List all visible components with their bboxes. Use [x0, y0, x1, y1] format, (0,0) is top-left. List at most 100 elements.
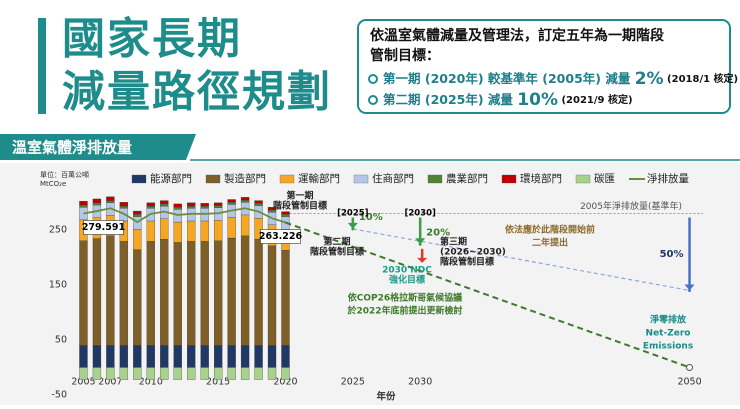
- bar-segment: [173, 367, 182, 380]
- bar-segment: [187, 202, 196, 207]
- bar-segment: [133, 229, 142, 250]
- annotation: 依法應於此階段開始前: [505, 224, 595, 236]
- value-label: 263.226: [259, 231, 303, 242]
- annotation: 階段管制目標: [273, 200, 327, 212]
- bar-segment: [133, 345, 142, 368]
- bar-segment: [92, 345, 102, 368]
- bar-segment: [119, 241, 129, 346]
- bar-segment: [119, 202, 129, 207]
- bar-segment: [160, 203, 169, 207]
- bar-segment: [227, 199, 236, 203]
- bar-segment: [173, 242, 182, 346]
- item-text: 第一期 (2020年) 較基準年 (2005年) 減量: [383, 71, 635, 86]
- bar-segment: [240, 199, 250, 203]
- bar-segment: [281, 211, 290, 215]
- bar-segment: [119, 367, 129, 380]
- target-point: [418, 242, 422, 246]
- bar-segment: [227, 367, 236, 380]
- bar-segment: [146, 202, 155, 207]
- legend-label: 能源部門: [150, 172, 192, 185]
- target-point: [351, 227, 355, 231]
- legend-label: 碳匯: [594, 172, 615, 185]
- bar-segment: [227, 202, 236, 205]
- bar-segment: [92, 202, 102, 206]
- bar-segment: [146, 367, 155, 380]
- target-year: [2025]: [337, 209, 369, 219]
- bullet: [368, 74, 378, 84]
- legend-swatch: [575, 174, 591, 184]
- target-arrowhead: [415, 238, 426, 245]
- bar-segment: [119, 205, 129, 209]
- box-item: 第一期 (2020年) 較基準年 (2005年) 減量 2% (2018/1 核…: [383, 69, 738, 89]
- target-label: 20%: [426, 227, 450, 238]
- x-tick-label: 2007: [98, 377, 122, 388]
- bar-segment: [146, 220, 155, 242]
- bar-segment: [79, 345, 88, 368]
- item-approved: (2021/9 核定): [558, 93, 633, 106]
- annotation: 二年提出: [532, 237, 568, 249]
- legend-label: 運輸部門: [298, 172, 340, 185]
- unit-label: MtCO₂e: [40, 180, 66, 188]
- bar-segment: [213, 345, 223, 368]
- target-arrowhead: [347, 222, 358, 229]
- x-tick-label: 2005: [71, 377, 95, 388]
- annotation: 依COP26格拉斯哥氣候協議: [348, 292, 462, 304]
- box-intro: 管制目標：: [370, 47, 440, 64]
- section-band: [0, 134, 196, 160]
- target-label: 50%: [660, 249, 684, 260]
- annotation: 強化目標: [389, 274, 425, 286]
- bar-segment: [281, 214, 290, 217]
- x-tick-label: 2020: [273, 377, 297, 388]
- legend-swatch: [427, 174, 443, 184]
- bar-segment: [254, 238, 263, 346]
- bar-segment: [281, 345, 290, 368]
- bar-segment: [79, 367, 88, 380]
- section-title: 溫室氣體淨排放量: [12, 139, 132, 157]
- item-text: 第二期 (2025年) 減量: [383, 92, 517, 107]
- net-zero-point: [686, 363, 694, 371]
- x-tick-label: 2010: [139, 377, 163, 388]
- annotation: 階段管制目標: [440, 256, 494, 268]
- item-target: 2%: [635, 69, 664, 89]
- annotation: 第三期: [440, 236, 467, 248]
- bar-segment: [92, 238, 102, 346]
- bar-segment: [267, 367, 277, 380]
- annotation: 2030 NDC: [382, 266, 432, 276]
- bar-segment: [79, 240, 88, 346]
- bar-segment: [200, 367, 209, 380]
- bar-segment: [119, 345, 129, 368]
- ndc-arrowhead: [417, 257, 428, 263]
- bar-segment: [213, 202, 223, 206]
- bullet: [368, 95, 378, 105]
- bar-segment: [160, 218, 169, 240]
- legend-label: 製造部門: [224, 172, 266, 185]
- bar-segment: [106, 367, 115, 380]
- value-label: 279.591: [82, 222, 125, 233]
- target-year: [2030]: [404, 209, 436, 219]
- bar-segment: [254, 203, 263, 206]
- bar-segment: [160, 200, 169, 205]
- legend-label: 環境部門: [520, 172, 562, 185]
- bar-segment: [254, 367, 263, 380]
- bar-segment: [187, 205, 196, 209]
- bar-segment: [106, 235, 115, 346]
- bar-segment: [173, 345, 182, 368]
- x-axis-title: 年份: [376, 391, 396, 403]
- baseline-label: 2005年淨排放量(基準年): [580, 200, 682, 212]
- annotation: 第一期: [286, 190, 313, 202]
- bar-segment: [240, 235, 250, 346]
- net-zero-path: [285, 221, 690, 369]
- bar-segment: [200, 345, 209, 368]
- y-tick-label: 150: [49, 279, 67, 290]
- legend-swatch: [279, 174, 295, 184]
- box-item: 第二期 (2025年) 減量 10% (2021/9 核定): [383, 90, 633, 110]
- bar-segment: [146, 205, 155, 209]
- bar-segment: [187, 345, 196, 368]
- annotation: (2026~2030): [440, 248, 506, 258]
- bar-segment: [200, 220, 209, 242]
- x-tick-label: 2050: [677, 377, 701, 388]
- legend-swatch: [501, 174, 517, 184]
- policy-box: [357, 19, 731, 114]
- bar-segment: [254, 345, 263, 368]
